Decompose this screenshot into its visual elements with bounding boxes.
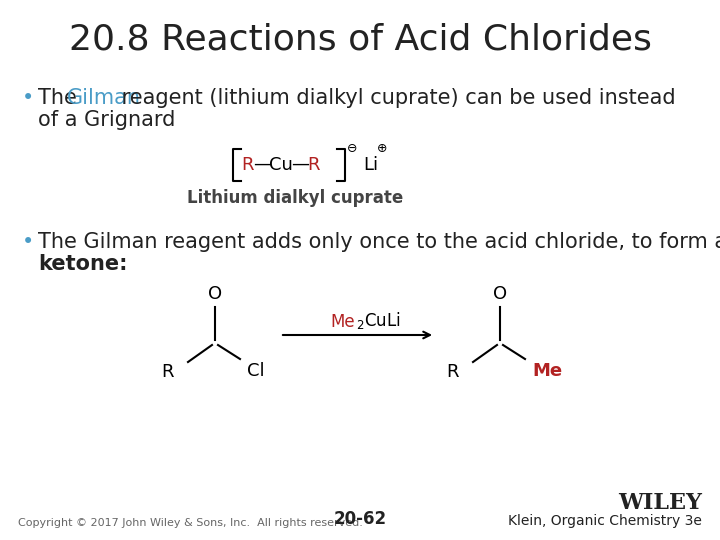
Text: ⊕: ⊕ [377, 143, 387, 156]
Text: The: The [38, 88, 84, 108]
Text: O: O [493, 285, 507, 303]
Text: R: R [307, 156, 320, 174]
Text: Cl: Cl [247, 362, 265, 380]
Text: $_2$CuLi: $_2$CuLi [356, 310, 400, 331]
Text: Cu: Cu [269, 156, 293, 174]
Text: Me: Me [331, 313, 356, 331]
Text: Copyright © 2017 John Wiley & Sons, Inc.  All rights reserved.: Copyright © 2017 John Wiley & Sons, Inc.… [18, 518, 363, 528]
Text: ⊖: ⊖ [347, 143, 358, 156]
Text: R: R [161, 363, 174, 381]
Text: WILEY: WILEY [618, 492, 702, 514]
Text: ketone:: ketone: [38, 254, 127, 274]
Text: R: R [241, 156, 253, 174]
Text: —: — [291, 155, 309, 173]
Text: —: — [253, 155, 271, 173]
Text: The Gilman reagent adds only once to the acid chloride, to form a: The Gilman reagent adds only once to the… [38, 232, 720, 252]
Text: O: O [208, 285, 222, 303]
Text: •: • [22, 88, 35, 108]
Text: Klein, Organic Chemistry 3e: Klein, Organic Chemistry 3e [508, 514, 702, 528]
Text: 20.8 Reactions of Acid Chlorides: 20.8 Reactions of Acid Chlorides [68, 22, 652, 56]
Text: Li: Li [363, 156, 378, 174]
Text: Me: Me [532, 362, 562, 380]
Text: Lithium dialkyl cuprate: Lithium dialkyl cuprate [187, 189, 403, 207]
Text: of a Grignard: of a Grignard [38, 110, 176, 130]
Text: 20-62: 20-62 [333, 510, 387, 528]
Text: reagent (lithium dialkyl cuprate) can be used instead: reagent (lithium dialkyl cuprate) can be… [115, 88, 675, 108]
Text: Gilman: Gilman [67, 88, 141, 108]
Text: •: • [22, 232, 35, 252]
Text: R: R [446, 363, 459, 381]
